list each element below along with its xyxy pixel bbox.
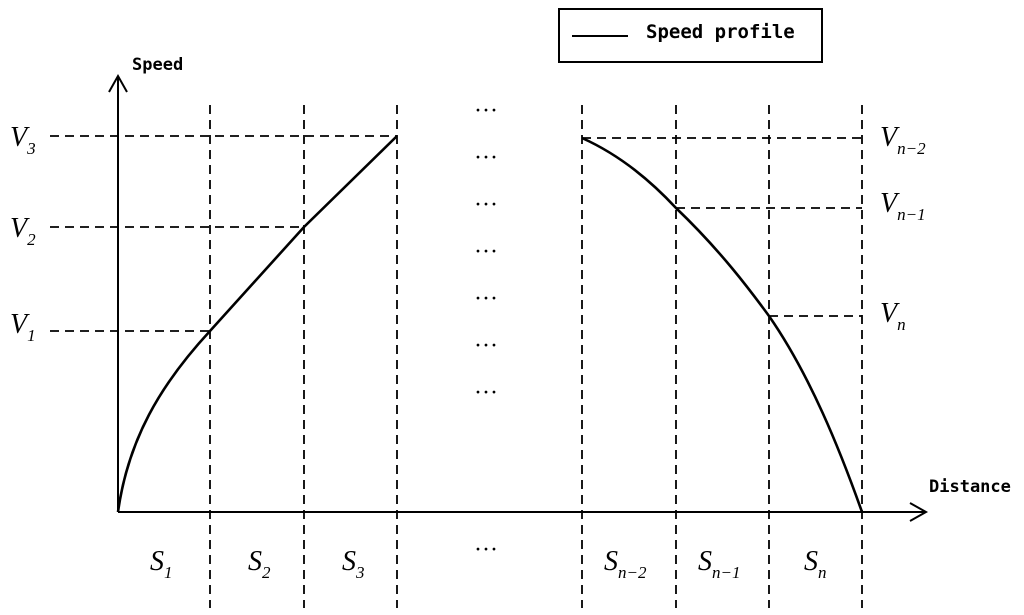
v1-label: V1 bbox=[10, 309, 36, 345]
ellipsis: ··· bbox=[474, 145, 498, 171]
ellipsis: ··· bbox=[474, 333, 498, 359]
ellipsis: ··· bbox=[474, 537, 498, 563]
sn1-label: Sn−1 bbox=[698, 546, 740, 582]
acceleration-curve bbox=[116, 135, 398, 513]
vn-label: Vn bbox=[880, 298, 906, 334]
deceleration-curve bbox=[581, 136, 864, 513]
y-axis-arrow-icon bbox=[108, 73, 128, 93]
ellipsis: ··· bbox=[474, 98, 498, 124]
s2-label: S2 bbox=[248, 546, 271, 582]
ellipsis: ··· bbox=[474, 380, 498, 406]
x-axis-arrow-icon bbox=[909, 502, 929, 522]
s1-label: S1 bbox=[150, 546, 173, 582]
vn2-label: Vn−2 bbox=[880, 122, 926, 158]
s3-label: S3 bbox=[342, 546, 365, 582]
ellipsis: ··· bbox=[474, 192, 498, 218]
legend-label: Speed profile bbox=[646, 21, 795, 43]
sn-label: Sn bbox=[804, 546, 827, 582]
v2-label: V2 bbox=[10, 213, 36, 249]
v3-label: V3 bbox=[10, 122, 36, 158]
ellipsis-column: ··· ··· ··· ··· ··· ··· ··· ··· bbox=[474, 98, 498, 563]
vn1-label: Vn−1 bbox=[880, 188, 926, 224]
ellipsis: ··· bbox=[474, 239, 498, 265]
segment-boundaries bbox=[209, 105, 863, 608]
sn2-label: Sn−2 bbox=[604, 546, 647, 582]
axes: Speed Distance bbox=[108, 55, 1011, 522]
ellipsis: ··· bbox=[474, 286, 498, 312]
x-axis-title: Distance bbox=[929, 477, 1011, 497]
legend: Speed profile bbox=[558, 8, 823, 63]
y-axis-title: Speed bbox=[132, 55, 183, 75]
speed-level-lines bbox=[50, 135, 862, 332]
